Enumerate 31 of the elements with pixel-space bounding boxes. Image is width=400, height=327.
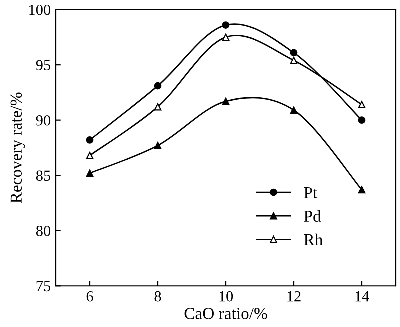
point (222, 34, 230, 42)
point (222, 22, 230, 29)
point (86, 152, 94, 160)
legend-label: Pd (304, 210, 322, 222)
y-tick-label: 90 (36, 115, 51, 126)
y-tick-label: 100 (30, 4, 51, 16)
y-tick-label: 75 (36, 281, 51, 292)
point (290, 49, 298, 57)
legend-label: Pt (304, 187, 318, 199)
y-axis-title: Recovery rate/% (10, 92, 26, 204)
point (290, 106, 298, 114)
x-tick-label: 12 (288, 291, 301, 302)
x-axis-title: CaO ratio/% (184, 308, 268, 320)
point (358, 116, 366, 124)
y-tick-label: 80 (36, 226, 51, 236)
legend-label: Rh (304, 234, 323, 246)
x-tick-label: 14 (356, 292, 370, 302)
point (358, 101, 366, 109)
point (290, 56, 298, 64)
x-tick-label: 6 (86, 291, 94, 302)
point (154, 82, 162, 90)
point (222, 98, 230, 106)
point (358, 186, 366, 194)
point (86, 170, 94, 178)
y-tick-label: 95 (36, 60, 51, 71)
y-tick-label: 85 (36, 170, 51, 182)
point (154, 103, 162, 111)
x-tick-label: 10 (220, 291, 234, 302)
point (154, 142, 162, 150)
x-tick-label: 8 (154, 291, 162, 302)
point (86, 136, 94, 144)
